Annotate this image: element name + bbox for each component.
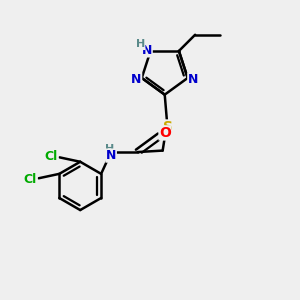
Text: S: S xyxy=(163,120,173,134)
Text: H: H xyxy=(136,40,145,50)
Text: O: O xyxy=(159,126,171,140)
Text: Cl: Cl xyxy=(24,173,37,186)
Text: Cl: Cl xyxy=(45,150,58,163)
Text: N: N xyxy=(188,73,198,86)
Text: H: H xyxy=(105,143,114,154)
Text: N: N xyxy=(142,44,152,57)
Text: N: N xyxy=(131,73,142,86)
Text: N: N xyxy=(106,149,116,162)
